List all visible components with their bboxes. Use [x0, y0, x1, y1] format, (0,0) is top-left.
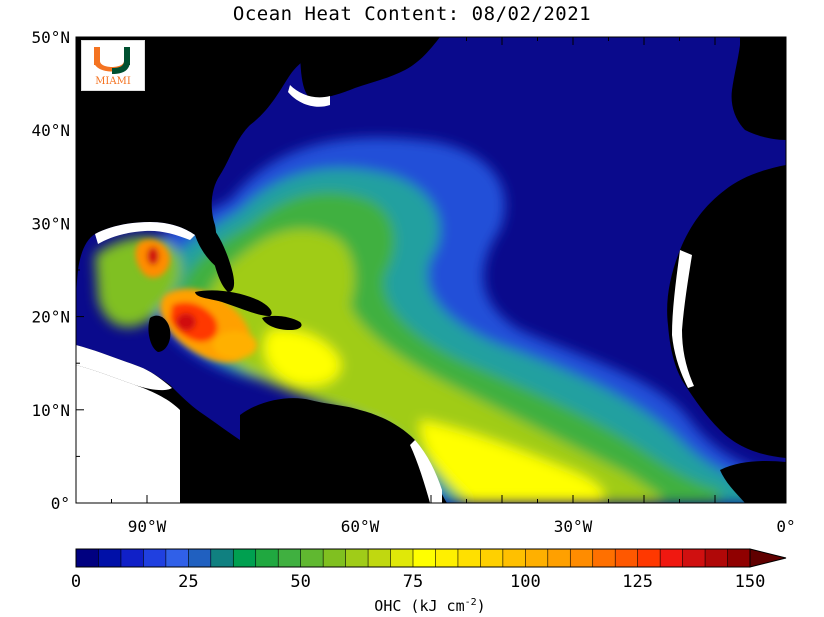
colorbar-tick-label: 25: [178, 572, 198, 592]
lon-tick-label: 0°: [776, 517, 795, 536]
colorbar-swatch: [682, 549, 706, 567]
africa-land: [667, 165, 786, 458]
colorbar-swatch: [457, 549, 481, 567]
cuba-land: [195, 290, 272, 316]
newfoundland-land: [300, 37, 440, 99]
map-title: Ocean Heat Content: 08/02/2021: [232, 3, 592, 25]
lat-tick-label: 20°N: [31, 308, 70, 327]
colorbar-swatch: [502, 549, 526, 567]
colorbar-tick-label: 50: [290, 572, 310, 592]
yucatan-land: [148, 315, 171, 352]
florida-land: [210, 225, 235, 292]
lat-tick-label: 30°N: [31, 214, 70, 233]
colorbar-swatch: [143, 549, 167, 567]
colorbar-swatch: [255, 549, 279, 567]
colorbar-tick-label: 0: [71, 572, 81, 592]
gulf-shelf: [95, 222, 195, 244]
south-america-no-data: [76, 365, 180, 503]
south-america-land: [240, 398, 447, 503]
colorbar-tick-label: 100: [510, 572, 541, 592]
colorbar-swatch: [615, 549, 639, 567]
colorbar-units-label: OHC (kJ cm-2): [374, 597, 486, 615]
colorbar-swatch: [570, 549, 594, 567]
no-data-areas: [76, 85, 694, 503]
colorbar-swatch: [323, 549, 347, 567]
colorbar-swatch: [547, 549, 571, 567]
colorbar-extend-arrow: [749, 548, 787, 568]
north-america-land: [76, 37, 330, 310]
colorbar-tick-label: 125: [622, 572, 653, 592]
colorbar-swatch: [165, 549, 189, 567]
lat-tick-label: 50°N: [31, 28, 70, 47]
colorbar-tick-label: 75: [403, 572, 423, 592]
colorbar-swatch: [480, 549, 504, 567]
hispaniola-land: [262, 315, 302, 330]
colorbar-swatch: [278, 549, 302, 567]
colorbar-tick-label: 150: [735, 572, 766, 592]
mexico-no-data: [76, 345, 172, 391]
northeast-shelf: [288, 85, 330, 107]
u-logo-icon: [94, 47, 130, 74]
colorbar: 0255075100125150175: [71, 548, 787, 592]
colorbar-swatch: [233, 549, 257, 567]
colorbar-swatch: [98, 549, 122, 567]
lon-tick-label: 30°W: [554, 517, 593, 536]
colorbar-swatch: [660, 549, 684, 567]
colorbar-swatch: [525, 549, 549, 567]
colorbar-swatch: [435, 549, 459, 567]
colorbar-swatch: [705, 549, 729, 567]
lat-tick-label: 10°N: [31, 401, 70, 420]
guinea-coast-land: [720, 460, 786, 503]
colorbar-swatch: [592, 549, 616, 567]
lon-tick-label: 90°W: [128, 517, 167, 536]
colorbar-swatch: [727, 549, 751, 567]
colorbar-swatch: [300, 549, 324, 567]
ohc-field: [95, 137, 786, 503]
colorbar-swatch: [413, 549, 436, 567]
colorbar-swatch: [188, 549, 212, 567]
lon-tick-label: 60°W: [341, 517, 380, 536]
colorbar-swatch: [76, 549, 99, 567]
europe-land: [731, 37, 786, 140]
colorbar-swatch: [120, 549, 144, 567]
longitude-axis: 90°W 60°W 30°W 0°: [75, 37, 796, 536]
miami-logo: MIAMI: [81, 40, 145, 91]
africa-shelf: [672, 250, 694, 388]
map-plot-area: [76, 37, 786, 503]
latitude-axis: 50°N 40°N 30°N 20°N 10°N 0°: [31, 28, 786, 513]
colorbar-swatch: [345, 549, 369, 567]
colorbar-swatch: [210, 549, 234, 567]
colorbar-border: [75, 548, 751, 568]
south-america-shelf: [410, 440, 442, 503]
ohc-hotspots: [135, 239, 257, 363]
miami-logo-text: MIAMI: [95, 76, 131, 87]
colorbar-swatch: [368, 549, 392, 567]
colorbar-swatch: [637, 549, 661, 567]
lat-tick-label: 0°: [51, 494, 70, 513]
lat-tick-label: 40°N: [31, 121, 70, 140]
land: [76, 37, 786, 503]
colorbar-swatch: [390, 549, 414, 567]
